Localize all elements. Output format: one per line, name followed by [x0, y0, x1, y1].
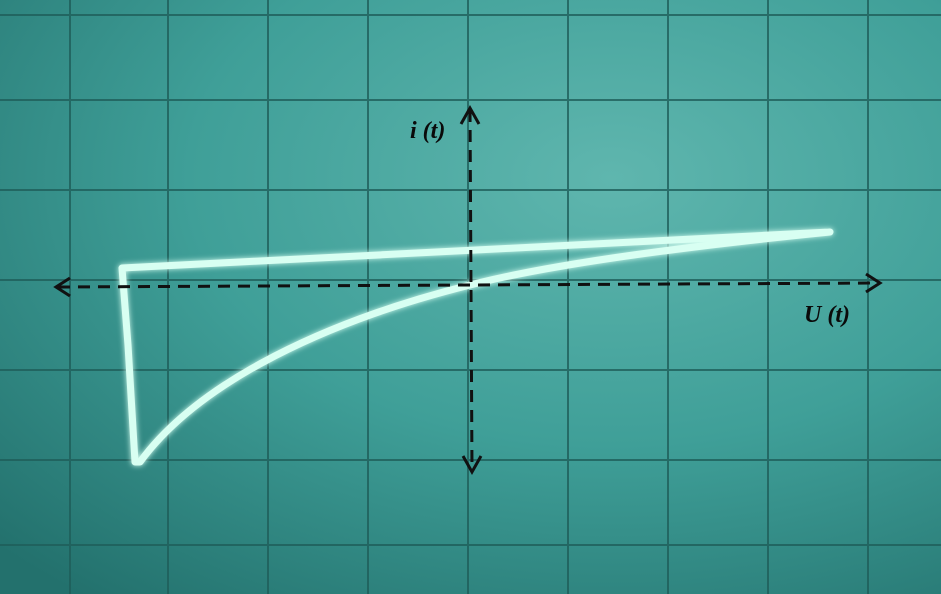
trace — [118, 228, 834, 466]
y-axis-label: i (t) — [410, 118, 445, 144]
x-axis-label: U (t) — [804, 302, 850, 328]
x-arrow-right — [865, 272, 883, 294]
x-axis — [57, 281, 881, 289]
y-arrow-up — [459, 104, 481, 125]
x-arrow-left — [53, 276, 71, 298]
y-arrow-down — [461, 455, 483, 476]
y-axis — [468, 109, 474, 471]
axes-overlay — [53, 104, 883, 476]
